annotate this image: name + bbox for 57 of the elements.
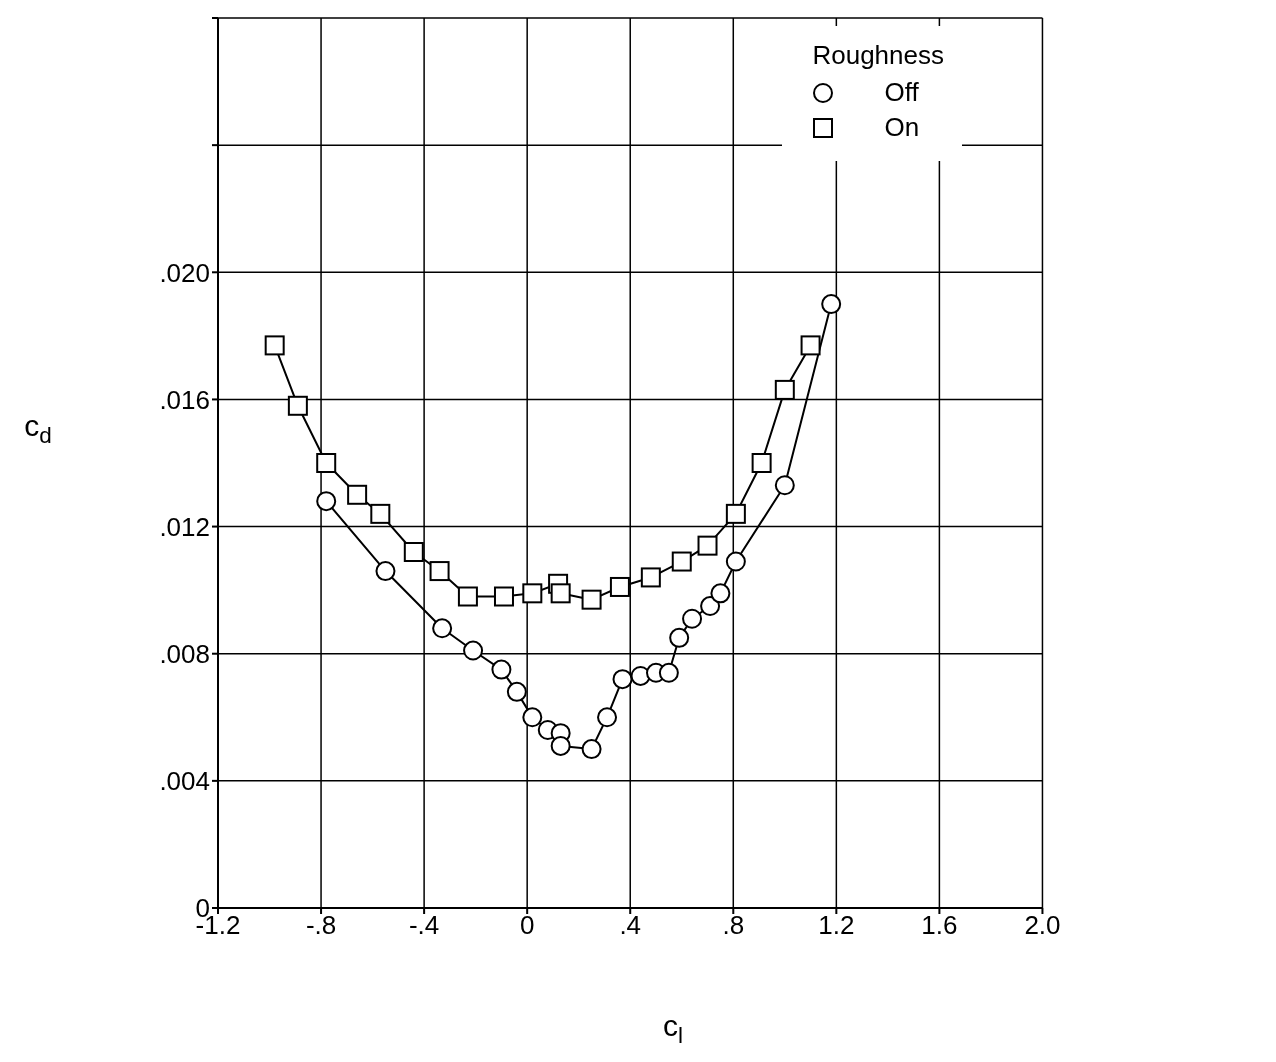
legend-title: Roughness xyxy=(812,40,944,71)
point xyxy=(581,739,602,760)
legend-label: On xyxy=(884,112,920,143)
point xyxy=(550,583,571,604)
point xyxy=(821,294,842,315)
y-tick-label: .004 xyxy=(159,766,210,797)
point xyxy=(597,707,618,728)
x-tick-label: 1.2 xyxy=(818,910,855,941)
y-tick-label: .020 xyxy=(159,257,210,288)
point xyxy=(522,707,543,728)
x-tick-label: .8 xyxy=(722,910,745,941)
point xyxy=(725,503,746,524)
x-tick-label: 0 xyxy=(519,910,535,941)
point xyxy=(522,583,543,604)
point xyxy=(506,681,527,702)
point xyxy=(316,491,337,512)
point xyxy=(432,618,453,639)
point xyxy=(774,475,795,496)
point xyxy=(725,551,746,572)
point xyxy=(609,576,630,597)
point xyxy=(375,561,396,582)
point xyxy=(774,379,795,400)
legend-label: Off xyxy=(884,77,919,108)
x-tick-label: .4 xyxy=(619,910,642,941)
point xyxy=(550,735,571,756)
x-axis-title: c$_{l}$ xyxy=(663,1009,683,1048)
point xyxy=(429,561,450,582)
point xyxy=(669,627,690,648)
point xyxy=(612,669,633,690)
point xyxy=(347,484,368,505)
point xyxy=(463,640,484,661)
point xyxy=(640,567,661,588)
point xyxy=(697,535,718,556)
point xyxy=(316,453,337,473)
y-axis-title: c$_{d}$ xyxy=(24,409,52,448)
x-tick-label: -.4 xyxy=(408,910,440,941)
point xyxy=(682,608,703,629)
x-tick-label: -.8 xyxy=(305,910,337,941)
y-tick-label: .008 xyxy=(159,638,210,669)
point xyxy=(403,542,424,562)
point xyxy=(658,662,679,683)
point xyxy=(370,503,391,524)
point xyxy=(491,659,512,680)
point xyxy=(671,551,692,572)
point xyxy=(700,596,721,617)
y-tick-label: .016 xyxy=(159,384,210,415)
point xyxy=(800,335,821,356)
point xyxy=(264,335,285,356)
x-tick-label: 1.6 xyxy=(921,910,958,941)
point xyxy=(287,395,308,416)
point xyxy=(710,583,731,604)
point xyxy=(581,589,602,610)
point xyxy=(493,586,514,607)
point xyxy=(457,586,478,607)
x-tick-label: 2.0 xyxy=(1024,910,1061,941)
point xyxy=(751,453,772,473)
y-tick-label: .012 xyxy=(159,511,210,542)
